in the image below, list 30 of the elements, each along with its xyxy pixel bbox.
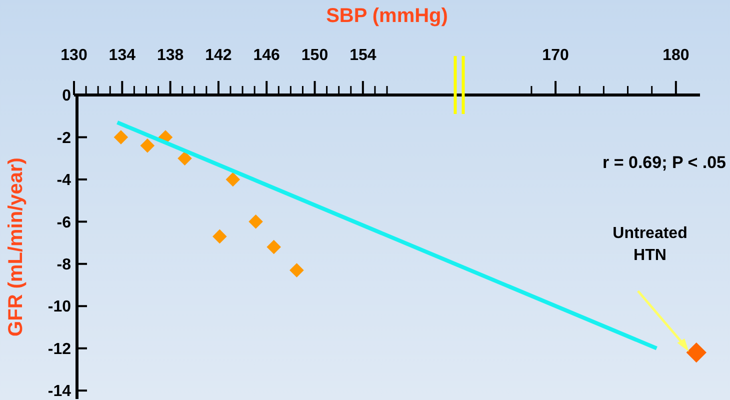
- x-tick-label: 138: [156, 47, 184, 64]
- point: [290, 263, 304, 278]
- x-tick-label: 154: [350, 47, 376, 64]
- x-tick-label: 134: [108, 47, 136, 64]
- x-tick-label: 170: [542, 47, 569, 64]
- x-tick-label: 130: [60, 47, 88, 64]
- x-axis-title: SBP (mmHg): [326, 5, 448, 27]
- point: [178, 151, 192, 166]
- point: [686, 342, 706, 363]
- y-tick-label: -2: [56, 130, 72, 147]
- point: [114, 130, 128, 144]
- y-tick-label: -14: [48, 383, 72, 400]
- x-tick-label: 146: [253, 47, 280, 64]
- y-tick-label: -4: [56, 172, 72, 190]
- y-tick-label: -6: [56, 214, 72, 232]
- y-tick-label: -12: [48, 340, 72, 358]
- point: [226, 172, 240, 187]
- y-tick-label: -10: [48, 298, 72, 316]
- point: [266, 240, 281, 254]
- annotation: Untreated HTN: [612, 225, 688, 264]
- x-tick-label: 150: [301, 47, 328, 64]
- x-tick-label: 180: [662, 47, 690, 64]
- y-tick-label: 0: [62, 88, 72, 105]
- point: [212, 229, 227, 244]
- point: [248, 214, 263, 229]
- annotation: r = 0.69; P < .05: [602, 153, 726, 172]
- y-tick-label: -8: [56, 256, 72, 274]
- x-tick-label: 142: [205, 47, 232, 64]
- y-axis-title: GFR (mL/min/year): [5, 158, 27, 336]
- point: [140, 138, 155, 153]
